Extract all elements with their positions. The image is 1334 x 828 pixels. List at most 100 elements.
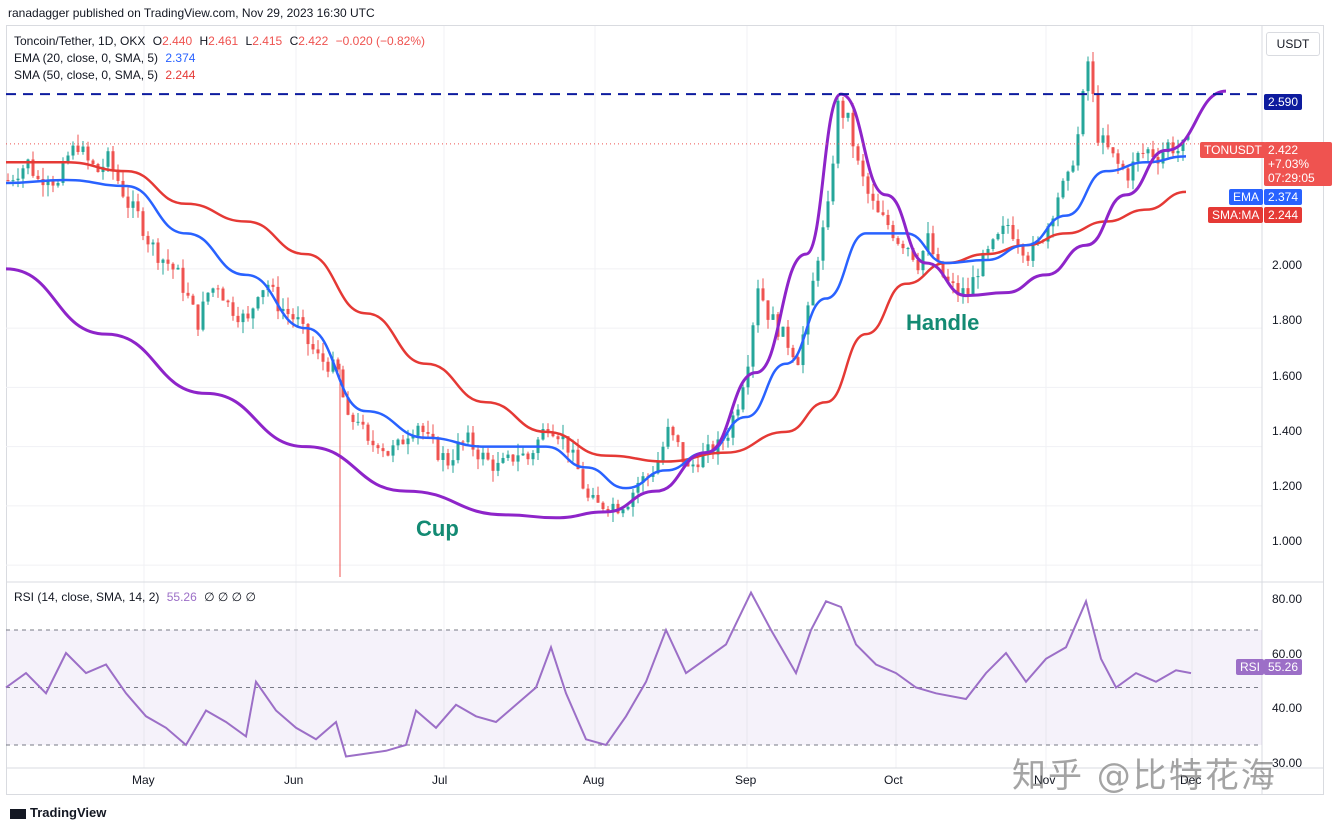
candle-body bbox=[461, 441, 465, 443]
candle-body bbox=[1081, 91, 1085, 135]
candle-body bbox=[771, 314, 775, 320]
ema-legend: EMA (20, close, 0, SMA, 5) 2.374 bbox=[14, 51, 195, 65]
candle-body bbox=[56, 182, 60, 186]
chart-frame bbox=[6, 25, 1324, 795]
candle-body bbox=[226, 300, 230, 303]
close-label: C bbox=[289, 34, 299, 48]
candle-body bbox=[566, 436, 570, 453]
candle-body bbox=[656, 462, 660, 474]
candle-body bbox=[1111, 147, 1115, 154]
candle-body bbox=[546, 429, 550, 432]
candle-body bbox=[46, 180, 50, 186]
candle-body bbox=[991, 239, 995, 250]
candle-body bbox=[741, 387, 745, 410]
candle-body bbox=[636, 482, 640, 493]
candle-body bbox=[511, 454, 515, 462]
candle-body bbox=[466, 432, 470, 443]
candle-body bbox=[901, 243, 905, 249]
candle-body bbox=[481, 452, 485, 460]
candle-body bbox=[611, 503, 615, 511]
candle-body bbox=[81, 146, 85, 152]
candle-body bbox=[196, 304, 200, 330]
candle-body bbox=[501, 457, 505, 463]
candle-body bbox=[151, 242, 155, 245]
candle-body bbox=[126, 196, 130, 208]
candle-body bbox=[726, 437, 730, 441]
candle-body bbox=[291, 314, 295, 320]
candle-body bbox=[1026, 255, 1030, 261]
candle-body bbox=[521, 453, 525, 456]
candle-body bbox=[286, 308, 290, 315]
price-tick: 1.000 bbox=[1272, 534, 1303, 548]
rsi-legend: RSI (14, close, SMA, 14, 2) 55.26 ∅ ∅ ∅ … bbox=[14, 590, 256, 604]
currency-selector[interactable]: USDT bbox=[1266, 32, 1320, 56]
candle-body bbox=[761, 288, 765, 301]
candle-body bbox=[961, 288, 965, 296]
candle-body bbox=[336, 359, 340, 370]
candle-body bbox=[486, 452, 490, 460]
candle-body bbox=[1166, 142, 1170, 153]
candle-body bbox=[141, 211, 145, 236]
ema-legend-value: 2.374 bbox=[165, 51, 196, 65]
candle-body bbox=[206, 292, 210, 302]
candle-body bbox=[751, 325, 755, 367]
candle-body bbox=[1096, 93, 1100, 143]
candle-body bbox=[331, 359, 335, 372]
candle-body bbox=[16, 178, 20, 181]
candle-body bbox=[426, 432, 430, 434]
candle-body bbox=[441, 453, 445, 460]
close-value: 2.422 bbox=[298, 34, 329, 48]
candle-body bbox=[706, 444, 710, 453]
candle-body bbox=[491, 459, 495, 471]
candle-body bbox=[276, 286, 280, 312]
candle-body bbox=[36, 175, 40, 179]
candle-body bbox=[326, 361, 330, 372]
candle-body bbox=[321, 353, 325, 362]
price-tick: 2.000 bbox=[1272, 258, 1303, 272]
high-label: H bbox=[199, 34, 209, 48]
open-label: O bbox=[152, 34, 163, 48]
price-tick: 1.600 bbox=[1272, 369, 1303, 383]
candle-body bbox=[71, 145, 75, 156]
candle-body bbox=[416, 425, 420, 436]
candle-body bbox=[876, 200, 880, 213]
open-value: 2.440 bbox=[162, 34, 193, 48]
candle-body bbox=[346, 397, 350, 415]
candle-body bbox=[371, 440, 375, 446]
candle-body bbox=[781, 326, 785, 337]
candle-body bbox=[156, 242, 160, 263]
candle-body bbox=[181, 267, 185, 293]
candle-body bbox=[446, 453, 450, 466]
rsi-tick: 80.00 bbox=[1272, 592, 1303, 606]
candle-body bbox=[1091, 61, 1095, 94]
candle-body bbox=[786, 326, 790, 348]
candle-body bbox=[211, 288, 215, 293]
candle-body bbox=[911, 248, 915, 260]
candle-body bbox=[701, 452, 705, 468]
candle-body bbox=[681, 442, 685, 463]
candle-body bbox=[641, 476, 645, 483]
candle-body bbox=[756, 288, 760, 326]
candle-body bbox=[806, 305, 810, 335]
candle-body bbox=[581, 469, 585, 489]
sma-legend: SMA (50, close, 0, SMA, 5) 2.244 bbox=[14, 68, 195, 82]
handle-annotation: Handle bbox=[906, 310, 980, 335]
candle-body bbox=[841, 100, 845, 118]
candle-body bbox=[676, 435, 680, 443]
tradingview-brand[interactable]: TradingView bbox=[10, 805, 106, 820]
candle-body bbox=[121, 180, 125, 197]
candle-body bbox=[846, 112, 850, 118]
candle-body bbox=[401, 439, 405, 445]
candle-body bbox=[526, 453, 530, 460]
candle-body bbox=[836, 100, 840, 164]
month-label: Aug bbox=[583, 773, 605, 787]
symbol-legend: Toncoin/Tether, 1D, OKX O2.440 H2.461 L2… bbox=[14, 34, 425, 48]
candle-body bbox=[921, 250, 925, 271]
candle-body bbox=[856, 146, 860, 161]
month-label: Dec bbox=[1180, 773, 1202, 787]
candle-body bbox=[201, 301, 205, 330]
resistance-tag: 2.590 bbox=[1264, 94, 1303, 110]
candle-body bbox=[136, 201, 140, 212]
indicator-lines bbox=[5, 89, 1262, 520]
